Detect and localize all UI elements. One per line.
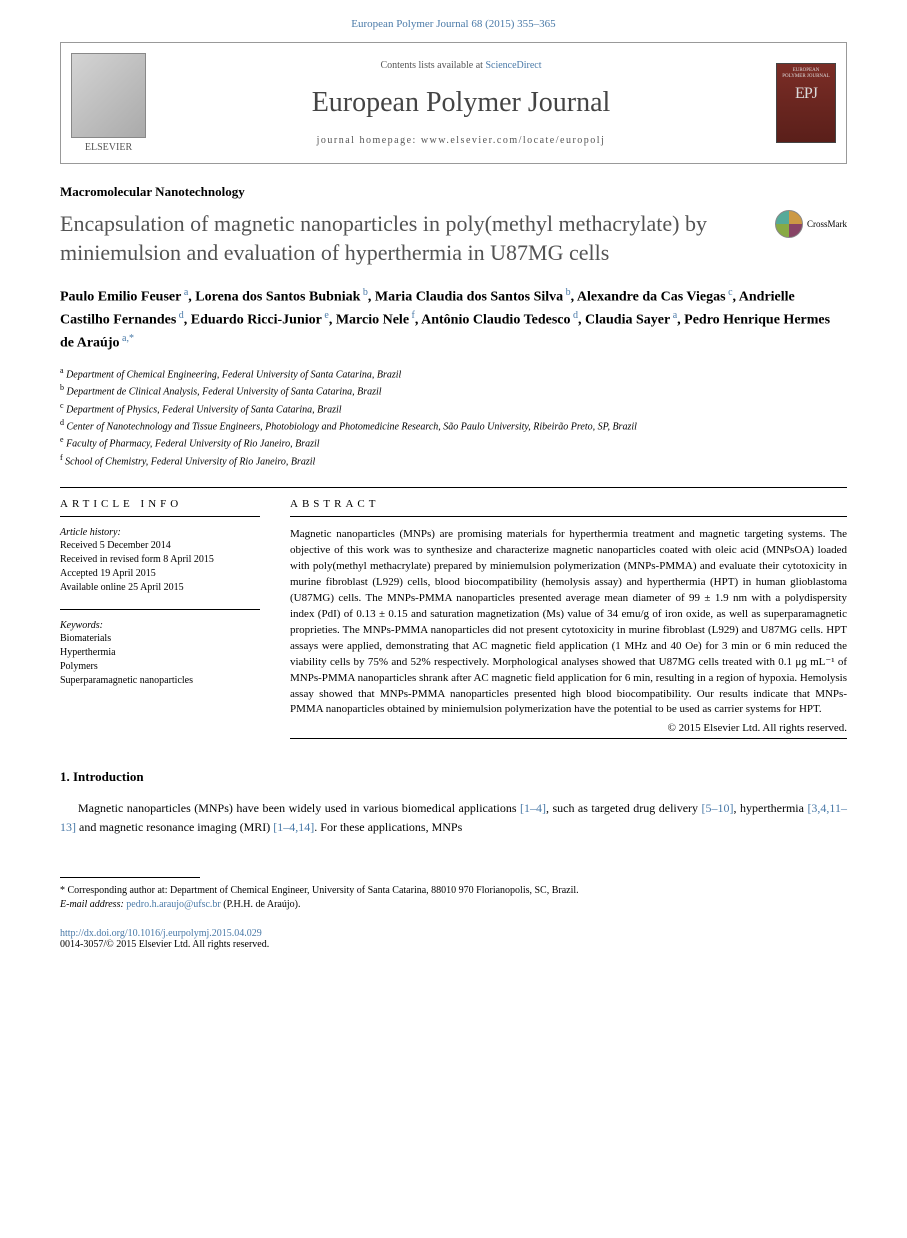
issn-copyright: 0014-3057/© 2015 Elsevier Ltd. All right…	[60, 939, 847, 950]
contents-line: Contents lists available at ScienceDirec…	[166, 60, 756, 71]
received-date: Received 5 December 2014	[60, 539, 260, 553]
corresponding-author: * Corresponding author at: Department of…	[60, 884, 847, 898]
journal-cover-thumbnail: EUROPEAN POLYMER JOURNAL EPJ	[776, 63, 836, 143]
author: Lorena dos Santos Bubniak	[195, 290, 360, 305]
intro-text: , such as targeted drug delivery	[546, 801, 702, 815]
affiliation: c Department of Physics, Federal Univers…	[60, 400, 847, 417]
affiliation: f School of Chemistry, Federal Universit…	[60, 452, 847, 469]
crossmark-icon	[775, 210, 803, 238]
publisher-block: ELSEVIER	[61, 43, 156, 163]
keyword: Polymers	[60, 660, 260, 674]
affiliation: a Department of Chemical Engineering, Fe…	[60, 365, 847, 382]
email-author: (P.H.H. de Araújo).	[221, 899, 301, 910]
contents-text: Contents lists available at	[380, 60, 485, 71]
citation-link[interactable]: [1–4]	[520, 801, 546, 815]
cover-text: EUROPEAN POLYMER JOURNAL	[781, 68, 831, 79]
intro-text: and magnetic resonance imaging (MRI)	[76, 820, 273, 834]
journal-banner: ELSEVIER Contents lists available at Sci…	[60, 42, 847, 164]
article-info-heading: ARTICLE INFO	[60, 498, 260, 517]
article-info-column: ARTICLE INFO Article history: Received 5…	[60, 488, 260, 739]
email-line: E-mail address: pedro.h.araujo@ufsc.br (…	[60, 898, 847, 912]
email-label: E-mail address:	[60, 899, 126, 910]
author-affiliation-sup: d	[571, 310, 579, 321]
author: Eduardo Ricci-Junior	[191, 313, 322, 328]
sciencedirect-link[interactable]: ScienceDirect	[485, 60, 541, 71]
author-affiliation-sup: a,*	[120, 333, 134, 344]
elsevier-tree-icon	[71, 53, 146, 138]
citation-link[interactable]: [5–10]	[702, 801, 734, 815]
divider	[290, 738, 847, 739]
author: Paulo Emilio Feuser	[60, 290, 181, 305]
journal-name: European Polymer Journal	[166, 87, 756, 119]
publisher-name: ELSEVIER	[71, 142, 146, 153]
cover-epj-icon: EPJ	[795, 85, 817, 103]
author: Alexandre da Cas Viegas	[577, 290, 726, 305]
affiliation: d Center of Nanotechnology and Tissue En…	[60, 417, 847, 434]
abstract-copyright: © 2015 Elsevier Ltd. All rights reserved…	[290, 722, 847, 734]
author-affiliation-sup: a	[181, 287, 188, 298]
author: Maria Claudia dos Santos Silva	[375, 290, 563, 305]
abstract-column: ABSTRACT Magnetic nanoparticles (MNPs) a…	[290, 488, 847, 739]
abstract-text: Magnetic nanoparticles (MNPs) are promis…	[290, 527, 847, 718]
author: Antônio Claudio Tedesco	[421, 313, 570, 328]
author-affiliation-sup: e	[322, 310, 329, 321]
homepage-line: journal homepage: www.elsevier.com/locat…	[166, 135, 756, 146]
author-affiliation-sup: b	[360, 287, 368, 298]
author-affiliation-sup: f	[409, 310, 415, 321]
history-label: Article history:	[60, 527, 260, 538]
doi-link[interactable]: http://dx.doi.org/10.1016/j.eurpolymj.20…	[60, 928, 847, 939]
online-date: Available online 25 April 2015	[60, 581, 260, 595]
banner-right: EUROPEAN POLYMER JOURNAL EPJ	[766, 43, 846, 163]
revised-date: Received in revised form 8 April 2015	[60, 553, 260, 567]
affiliation: e Faculty of Pharmacy, Federal Universit…	[60, 434, 847, 451]
intro-paragraph: Magnetic nanoparticles (MNPs) have been …	[60, 799, 847, 836]
author-list: Paulo Emilio Feuser a, Lorena dos Santos…	[60, 285, 847, 353]
author: Marcio Nele	[336, 313, 409, 328]
crossmark-badge[interactable]: CrossMark	[775, 210, 847, 238]
keyword: Hyperthermia	[60, 646, 260, 660]
author-affiliation-sup: b	[563, 287, 571, 298]
article-title: Encapsulation of magnetic nanoparticles …	[60, 210, 755, 267]
citation-link[interactable]: [1–4,14]	[273, 820, 314, 834]
page-citation: European Polymer Journal 68 (2015) 355–3…	[0, 0, 907, 42]
intro-text: . For these applications, MNPs	[314, 820, 462, 834]
email-link[interactable]: pedro.h.araujo@ufsc.br	[126, 899, 220, 910]
crossmark-label: CrossMark	[807, 219, 847, 229]
keyword: Superparamagnetic nanoparticles	[60, 674, 260, 688]
author-affiliation-sup: c	[726, 287, 733, 298]
keyword: Biomaterials	[60, 632, 260, 646]
author: Claudia Sayer	[585, 313, 670, 328]
intro-heading: 1. Introduction	[60, 769, 847, 785]
section-tag: Macromolecular Nanotechnology	[60, 184, 847, 200]
keywords-list: BiomaterialsHyperthermiaPolymersSuperpar…	[60, 632, 260, 688]
accepted-date: Accepted 19 April 2015	[60, 567, 260, 581]
intro-text: Magnetic nanoparticles (MNPs) have been …	[78, 801, 520, 815]
affiliation-list: a Department of Chemical Engineering, Fe…	[60, 365, 847, 469]
author-affiliation-sup: d	[176, 310, 184, 321]
author-affiliation-sup: a	[670, 310, 677, 321]
affiliation: b Department de Clinical Analysis, Feder…	[60, 382, 847, 399]
keywords-label: Keywords:	[60, 620, 260, 631]
banner-center: Contents lists available at ScienceDirec…	[156, 43, 766, 163]
footnote-separator	[60, 877, 200, 878]
divider	[60, 609, 260, 610]
abstract-heading: ABSTRACT	[290, 498, 847, 517]
intro-text: , hyperthermia	[734, 801, 808, 815]
